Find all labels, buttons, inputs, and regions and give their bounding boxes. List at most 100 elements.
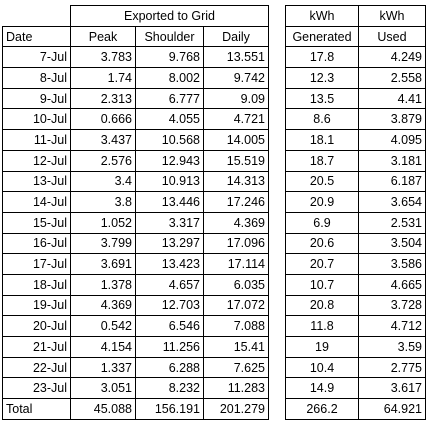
value-cell: 3.617 bbox=[358, 377, 426, 400]
value-cell: 6.035 bbox=[203, 273, 269, 296]
value-cell: 9.09 bbox=[203, 87, 269, 110]
value-cell: 11.283 bbox=[203, 377, 269, 400]
value-cell: 4.369 bbox=[203, 211, 269, 234]
value-cell: 6.9 bbox=[285, 211, 359, 234]
value-cell: 7.088 bbox=[203, 315, 269, 337]
value-cell: 2.531 bbox=[358, 211, 426, 234]
value-cell: 4.249 bbox=[358, 46, 426, 69]
data-row: 18.7 3.181 bbox=[285, 149, 426, 172]
group-header: Exported to Grid bbox=[70, 5, 269, 27]
column-header: Peak bbox=[70, 25, 136, 48]
value-cell: 20.7 bbox=[285, 253, 359, 275]
data-row: 18.1 4.095 bbox=[285, 129, 426, 151]
value-cell: 1.337 bbox=[70, 356, 136, 379]
data-row: 14.9 3.617 bbox=[285, 377, 426, 400]
value-cell: 14.313 bbox=[203, 170, 269, 193]
value-cell: 13.5 bbox=[285, 87, 359, 110]
value-cell: 10.4 bbox=[285, 356, 359, 379]
value-cell: 11.8 bbox=[285, 315, 359, 337]
value-cell: 17.096 bbox=[203, 232, 269, 255]
value-cell: 10.7 bbox=[285, 273, 359, 296]
value-cell: 8.232 bbox=[135, 377, 204, 400]
value-cell: 20.9 bbox=[285, 191, 359, 213]
date-cell: 12-Jul bbox=[2, 149, 71, 172]
export-table: Exported to Grid Date Peak Shoulder Daily 7-J… bbox=[2, 5, 269, 420]
data-row: 10-Jul 0.666 4.055 4.721 bbox=[2, 108, 269, 131]
value-cell: 17.114 bbox=[203, 253, 269, 275]
energy-table: kWh kWh Generated Used 17.8 4.249 12.3 2.558 13.… bbox=[285, 5, 426, 420]
data-row: 20-Jul 0.542 6.546 7.088 bbox=[2, 315, 269, 337]
value-cell: 4.055 bbox=[135, 108, 204, 131]
data-row: 23-Jul 3.051 8.232 11.283 bbox=[2, 377, 269, 400]
date-cell: 22-Jul bbox=[2, 356, 71, 379]
value-cell: 12.3 bbox=[285, 67, 359, 89]
data-row: 19-Jul 4.369 12.703 17.072 bbox=[2, 294, 269, 317]
value-cell: 3.586 bbox=[358, 253, 426, 275]
value-cell: 6.546 bbox=[135, 315, 204, 337]
unit-header: kWh bbox=[285, 5, 359, 27]
value-cell: 4.665 bbox=[358, 273, 426, 296]
data-row: 21-Jul 4.154 11.256 15.41 bbox=[2, 336, 269, 358]
data-row: 19 3.59 bbox=[285, 336, 426, 358]
header-row: Exported to Grid bbox=[2, 5, 269, 27]
data-row: 20.9 3.654 bbox=[285, 191, 426, 213]
value-cell: 3.8 bbox=[70, 191, 136, 213]
value-cell: 2.558 bbox=[358, 67, 426, 89]
total-row: Total 45.088 156.191 201.279 bbox=[2, 398, 269, 420]
value-cell: 14.005 bbox=[203, 129, 269, 151]
date-cell: 19-Jul bbox=[2, 294, 71, 317]
value-cell: 1.378 bbox=[70, 273, 136, 296]
data-row: 15-Jul 1.052 3.317 4.369 bbox=[2, 211, 269, 234]
date-cell: 7-Jul bbox=[2, 46, 71, 69]
value-cell: 3.783 bbox=[70, 46, 136, 69]
date-cell: 14-Jul bbox=[2, 191, 71, 213]
total-cell: 201.279 bbox=[203, 398, 269, 420]
data-row: 20.8 3.728 bbox=[285, 294, 426, 317]
total-cell: 45.088 bbox=[70, 398, 136, 420]
data-row: 8-Jul 1.74 8.002 9.742 bbox=[2, 67, 269, 89]
value-cell: 0.542 bbox=[70, 315, 136, 337]
data-row: 14-Jul 3.8 13.446 17.246 bbox=[2, 191, 269, 213]
value-cell: 18.7 bbox=[285, 149, 359, 172]
column-header-row: Generated Used bbox=[285, 25, 426, 48]
value-cell: 19 bbox=[285, 336, 359, 358]
value-cell: 12.943 bbox=[135, 149, 204, 172]
value-cell: 18.1 bbox=[285, 129, 359, 151]
date-cell: 10-Jul bbox=[2, 108, 71, 131]
value-cell: 4.712 bbox=[358, 315, 426, 337]
value-cell: 3.691 bbox=[70, 253, 136, 275]
total-row: 266.2 64.921 bbox=[285, 398, 426, 420]
data-row: 12-Jul 2.576 12.943 15.519 bbox=[2, 149, 269, 172]
value-cell: 4.095 bbox=[358, 129, 426, 151]
value-cell: 3.437 bbox=[70, 129, 136, 151]
value-cell: 13.423 bbox=[135, 253, 204, 275]
value-cell: 9.768 bbox=[135, 46, 204, 69]
empty-cell bbox=[2, 5, 71, 27]
value-cell: 8.002 bbox=[135, 67, 204, 89]
data-row: 20.7 3.586 bbox=[285, 253, 426, 275]
value-cell: 17.246 bbox=[203, 191, 269, 213]
column-header-row: Date Peak Shoulder Daily bbox=[2, 25, 269, 48]
date-cell: 21-Jul bbox=[2, 336, 71, 358]
data-row: 17-Jul 3.691 13.423 17.114 bbox=[2, 253, 269, 275]
value-cell: 4.369 bbox=[70, 294, 136, 317]
value-cell: 10.568 bbox=[135, 129, 204, 151]
value-cell: 20.6 bbox=[285, 232, 359, 255]
value-cell: 20.5 bbox=[285, 170, 359, 193]
data-row: 13-Jul 3.4 10.913 14.313 bbox=[2, 170, 269, 193]
value-cell: 1.052 bbox=[70, 211, 136, 234]
value-cell: 13.446 bbox=[135, 191, 204, 213]
value-cell: 2.775 bbox=[358, 356, 426, 379]
value-cell: 0.666 bbox=[70, 108, 136, 131]
value-cell: 7.625 bbox=[203, 356, 269, 379]
total-cell: 266.2 bbox=[285, 398, 359, 420]
value-cell: 13.551 bbox=[203, 46, 269, 69]
value-cell: 12.703 bbox=[135, 294, 204, 317]
value-cell: 4.41 bbox=[358, 87, 426, 110]
data-row: 7-Jul 3.783 9.768 13.551 bbox=[2, 46, 269, 69]
column-header: Date bbox=[2, 25, 71, 48]
date-cell: 17-Jul bbox=[2, 253, 71, 275]
date-cell: 15-Jul bbox=[2, 211, 71, 234]
data-row: 6.9 2.531 bbox=[285, 211, 426, 234]
